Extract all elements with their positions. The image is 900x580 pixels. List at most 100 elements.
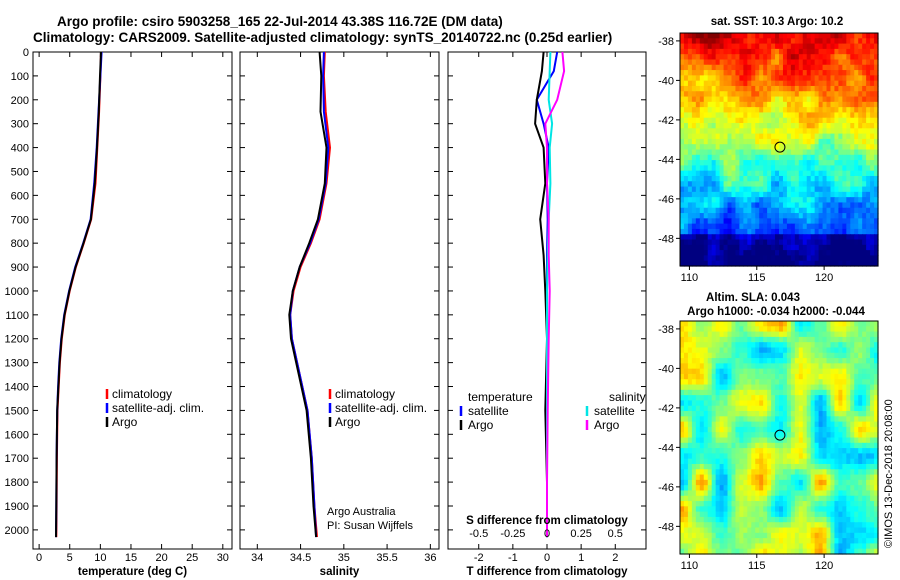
- sst-map-cell: [731, 107, 737, 114]
- sla-map-cell: [767, 405, 772, 412]
- sst-map-cell: [862, 123, 867, 129]
- sst-map-cell: [779, 91, 784, 98]
- sdiff-xtick-label: -0.5: [469, 528, 488, 540]
- sst-map-cell: [751, 213, 756, 219]
- sla-map-cell: [838, 437, 843, 444]
- sst-map-cell: [751, 43, 756, 50]
- sla-map-cell: [711, 442, 717, 449]
- sst-map-cell: [814, 202, 820, 209]
- sla-map-cell: [790, 321, 796, 327]
- sla-map-cell: [711, 453, 717, 460]
- sst-map-cell: [707, 91, 713, 98]
- sst-map-cell: [874, 43, 879, 50]
- sst-map-cell: [759, 181, 764, 188]
- difference-series-argo-line: [534, 51, 549, 538]
- sst-map-cell: [759, 223, 764, 230]
- sst-map-cell: [735, 186, 740, 193]
- sst-map-cell: [818, 123, 824, 129]
- sla-map-cell: [834, 358, 839, 364]
- sst-map-cell: [782, 250, 788, 257]
- sst-map-cell: [802, 70, 808, 76]
- sla-map-cell: [707, 426, 713, 433]
- sla-map-cell: [858, 336, 863, 343]
- sst-map-cell: [846, 133, 851, 140]
- sst-map-cell: [683, 181, 689, 188]
- sst-map-cell: [747, 43, 752, 50]
- sla-map-cell: [846, 321, 851, 327]
- sla-map-cell: [842, 501, 847, 507]
- sla-map-cell: [691, 506, 697, 513]
- sla-map-cell: [794, 485, 800, 492]
- sla-map-cell: [854, 326, 859, 333]
- sst-map-cell: [683, 260, 689, 267]
- sst-map-cell: [830, 33, 836, 39]
- sla-map-cell: [806, 411, 812, 417]
- sla-map-cell: [850, 326, 855, 333]
- sla-map-cell: [715, 352, 721, 359]
- sst-map-cell: [818, 181, 824, 188]
- sst-map-cell: [874, 228, 879, 235]
- sla-map-cell: [731, 458, 737, 465]
- sst-map-cell: [830, 244, 836, 251]
- sla-map-cell: [818, 495, 824, 502]
- sla-map-cell: [806, 373, 812, 380]
- sla-map-cell: [691, 331, 697, 338]
- sst-map-cell: [739, 38, 744, 45]
- sla-map-cell: [759, 437, 764, 444]
- sst-map-cell: [846, 181, 851, 188]
- sla-map-cell: [822, 538, 828, 545]
- sla-map-cell: [806, 321, 812, 327]
- sst-map-cell: [858, 91, 863, 98]
- sla-map-cell: [711, 421, 717, 428]
- sla-map-cell: [735, 501, 740, 507]
- sst-map-cell: [747, 213, 752, 219]
- sal-legend-label: Argo: [335, 415, 361, 429]
- sla-map-cell: [842, 363, 847, 370]
- sst-map-cell: [866, 228, 871, 235]
- sla-map-cell: [834, 538, 839, 545]
- sst-map-cell: [794, 59, 800, 66]
- sla-map-cell: [683, 442, 689, 449]
- sla-map-cell: [747, 490, 752, 497]
- sst-map-cell: [782, 128, 788, 135]
- sst-map-cell: [695, 48, 701, 55]
- sst-map-cell: [854, 70, 859, 76]
- sla-map-cell: [763, 432, 768, 439]
- sla-map-cell: [798, 506, 804, 513]
- sla-map-cell: [727, 395, 733, 402]
- sla-map-cell: [719, 538, 725, 545]
- sst-map-cell: [715, 228, 721, 235]
- sla-map-cell: [759, 421, 764, 428]
- sla-map-cell: [735, 490, 740, 497]
- sla-map-cell: [798, 543, 804, 550]
- sst-map-cell: [798, 112, 804, 119]
- sla-map-cell: [802, 511, 808, 518]
- sst-map-cell: [715, 175, 721, 182]
- sla-map-cell: [794, 326, 800, 333]
- sla-map-cell: [687, 453, 693, 460]
- sla-map-cell: [715, 368, 721, 375]
- sst-map-cell: [739, 186, 744, 193]
- sla-map-cell: [719, 331, 725, 338]
- sla-map-cell: [707, 495, 713, 502]
- sst-map-cell: [743, 123, 748, 129]
- sla-map-cell: [767, 479, 772, 486]
- sla-map-cell: [707, 347, 713, 354]
- sst-map-cell: [767, 48, 772, 55]
- sla-map-cell: [782, 373, 788, 380]
- sla-map-cell: [680, 416, 685, 423]
- sla-map-cell: [818, 522, 824, 529]
- sla-map-cell: [818, 437, 824, 444]
- sst-map-cell: [870, 112, 875, 119]
- sla-map-cell: [719, 485, 725, 492]
- sst-map-cell: [739, 175, 744, 182]
- sst-map-cell: [751, 54, 756, 61]
- sst-map-cell: [838, 144, 843, 151]
- sst-map-cell: [782, 101, 788, 108]
- sst-map-cell: [747, 250, 752, 257]
- sla-map-cell: [743, 421, 748, 428]
- sla-map-cell: [834, 405, 839, 412]
- sla-map-cell: [866, 495, 871, 502]
- sst-map-cell: [755, 170, 760, 177]
- sla-map-cell: [695, 469, 701, 476]
